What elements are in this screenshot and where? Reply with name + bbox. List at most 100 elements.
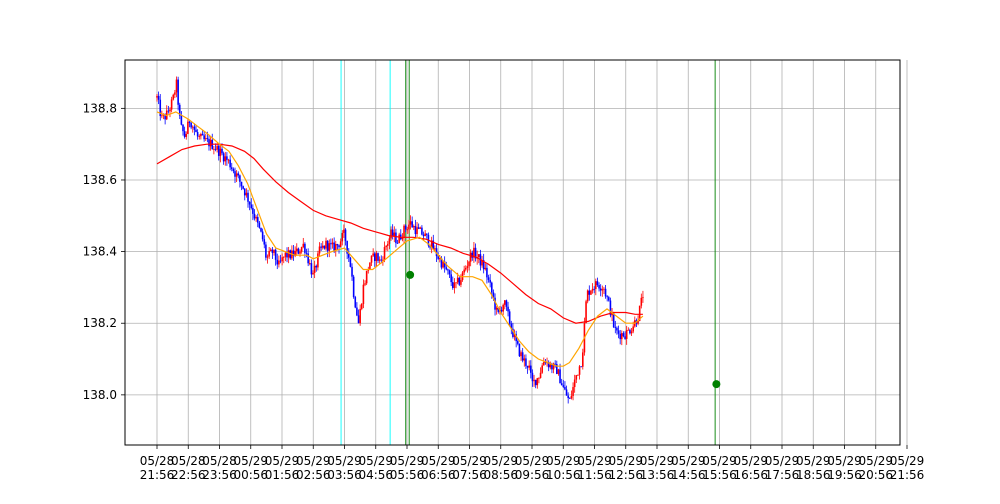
candle-down: [310, 263, 313, 275]
candle-down: [157, 95, 160, 100]
candle-up: [460, 280, 462, 285]
candle-up: [638, 305, 641, 321]
candle-down: [265, 244, 267, 258]
candle-down: [203, 135, 205, 140]
candle-up: [360, 303, 363, 309]
candle-down: [347, 253, 350, 258]
candle-up: [538, 377, 540, 379]
x-tick-label-time: 05:56: [390, 468, 425, 482]
x-tick-label-date: 05/29: [733, 454, 768, 468]
candle-down: [214, 148, 217, 150]
candle-up: [621, 333, 623, 340]
candle-up: [300, 247, 303, 252]
candle-up: [572, 387, 574, 396]
candle-down: [422, 234, 425, 237]
candle-down: [596, 281, 599, 286]
candle-up: [502, 304, 504, 312]
candle-up: [455, 282, 457, 284]
candle-up: [586, 290, 589, 302]
candle-down: [458, 277, 461, 285]
candle-down: [247, 192, 249, 202]
candle-up: [453, 282, 456, 288]
candle-down: [510, 323, 513, 329]
candle-up: [495, 307, 498, 310]
candle-down: [614, 327, 617, 328]
x-tick-label-date: 05/29: [515, 454, 550, 468]
candle-down: [417, 227, 420, 229]
candle-up: [172, 94, 175, 100]
x-tick-label-date: 05/29: [483, 454, 518, 468]
candle-up: [312, 272, 314, 275]
x-tick-label-date: 05/29: [671, 454, 706, 468]
candle-up: [528, 365, 530, 368]
candle-up: [213, 148, 215, 150]
candle-down: [432, 240, 435, 250]
candle-down: [217, 145, 220, 156]
x-tick-label-time: 02:56: [296, 468, 331, 482]
candle-up: [187, 121, 189, 134]
candle-up: [456, 277, 459, 283]
candle-up: [582, 352, 584, 367]
x-tick-label-date: 05/29: [890, 454, 925, 468]
x-tick-label-time: 17:56: [765, 468, 800, 482]
candle-down: [351, 266, 353, 277]
candle-up: [302, 243, 305, 248]
candle-down: [206, 138, 209, 140]
x-axis-ticks: 05/2821:5605/2822:5605/2823:5605/2900:56…: [140, 445, 925, 482]
candle-down: [221, 148, 223, 154]
candle-up: [542, 362, 545, 366]
candle-down: [346, 240, 348, 254]
candle-up: [430, 240, 433, 248]
candle-up: [278, 260, 280, 265]
candle-up: [318, 246, 321, 254]
x-tick-label-time: 13:56: [640, 468, 675, 482]
candle-up: [570, 395, 573, 399]
candle-up: [169, 109, 171, 112]
candle-down: [604, 288, 607, 297]
candle-down: [487, 277, 490, 280]
candle-down: [240, 181, 243, 187]
candle-down: [274, 249, 277, 260]
candle-down: [196, 132, 199, 137]
candle-down: [183, 131, 186, 137]
x-tick-label-date: 05/29: [233, 454, 268, 468]
y-tick-label: 138.2: [83, 316, 117, 330]
candle-down: [534, 379, 537, 386]
candle-down: [425, 233, 428, 235]
x-tick-label-time: 06:56: [421, 468, 456, 482]
candle-up: [294, 250, 296, 256]
candle-up: [552, 363, 555, 370]
candle-up: [334, 244, 337, 251]
candle-down: [252, 208, 254, 214]
candle-up: [386, 243, 389, 246]
candle-up: [591, 288, 594, 291]
x-tick-label-time: 00:56: [233, 468, 268, 482]
candle-up: [390, 229, 392, 239]
x-tick-label-time: 07:56: [452, 468, 487, 482]
candle-up: [419, 227, 422, 229]
candle-up: [175, 79, 178, 93]
candle-down: [243, 188, 246, 196]
candle-down: [356, 307, 358, 316]
candle-up: [321, 245, 324, 248]
candle-down: [562, 385, 565, 387]
x-tick-label-time: 19:56: [827, 468, 862, 482]
candle-up: [590, 290, 592, 295]
candle-up: [273, 249, 275, 253]
candle-up: [630, 331, 633, 334]
candle-down: [237, 173, 240, 176]
candle-down: [526, 365, 529, 368]
x-tick-label-time: 22:56: [171, 468, 206, 482]
candle-up: [216, 145, 218, 150]
x-tick-label-date: 05/29: [452, 454, 487, 468]
candle-down: [253, 213, 256, 219]
x-tick-label-date: 05/29: [702, 454, 737, 468]
candle-up: [627, 329, 630, 331]
candle-down: [330, 243, 332, 245]
candle-up: [191, 126, 194, 128]
candle-up: [170, 99, 173, 110]
candle-up: [375, 253, 378, 261]
candle-up: [412, 226, 415, 228]
